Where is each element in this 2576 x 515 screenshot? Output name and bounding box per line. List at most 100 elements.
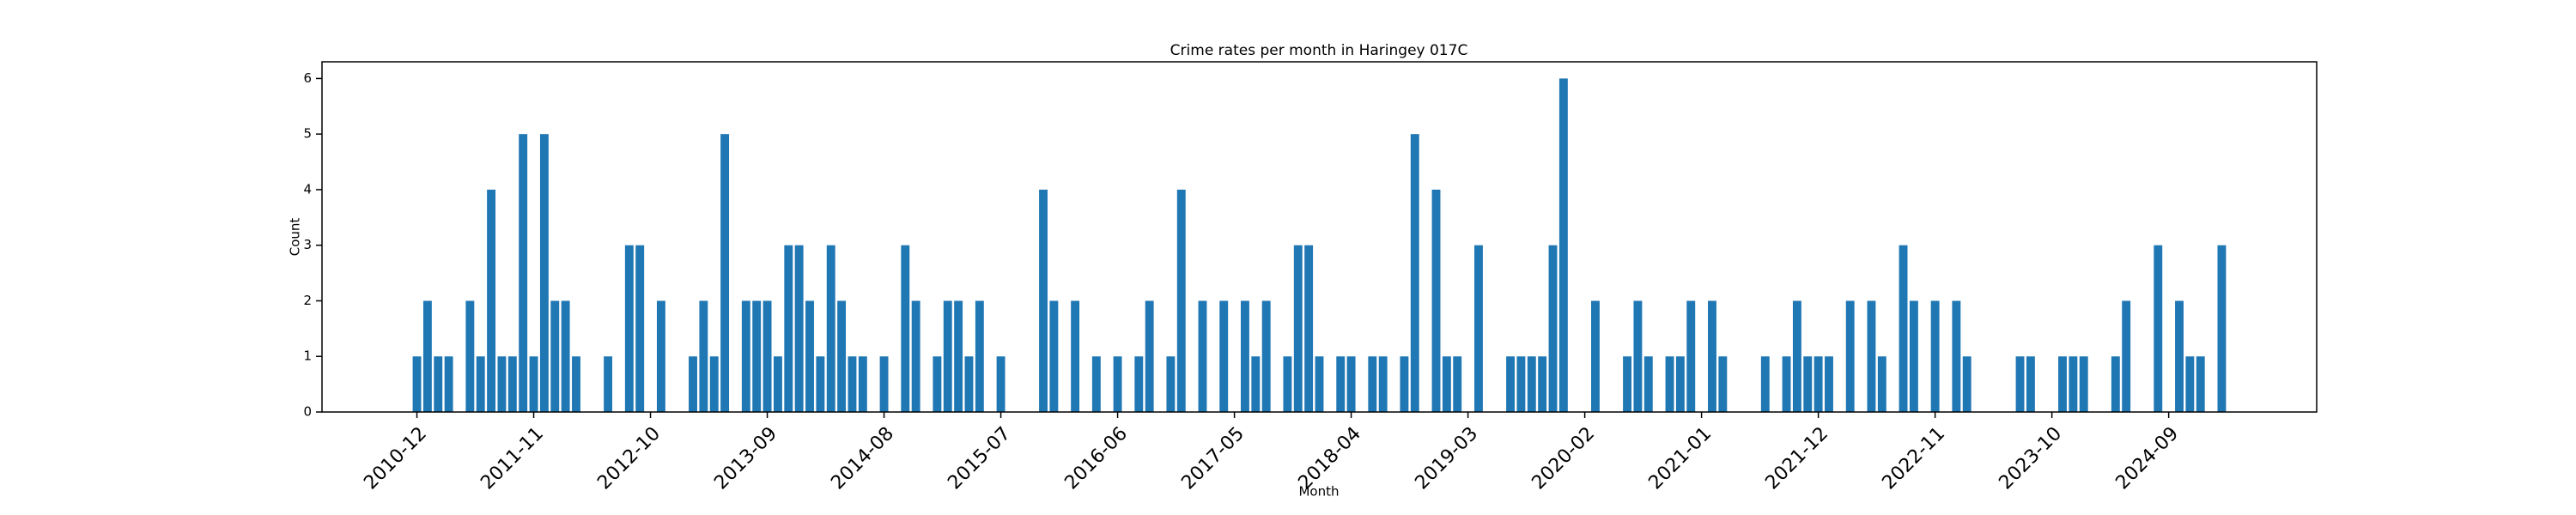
bar: [1113, 356, 1122, 412]
bar: [1686, 300, 1696, 412]
bar: [1516, 356, 1526, 412]
bar: [624, 245, 634, 412]
bar: [741, 300, 750, 412]
bar: [1803, 356, 1813, 412]
bar: [1591, 300, 1600, 412]
bar: [1760, 356, 1770, 412]
x-tick-label: 2013-09: [710, 423, 781, 494]
x-tick-label: 2021-01: [1644, 423, 1716, 494]
y-tick-label: 4: [303, 181, 312, 197]
bar: [1176, 189, 1186, 412]
y-tick-label: 1: [303, 348, 312, 364]
bar: [848, 356, 857, 412]
bar: [901, 245, 910, 412]
bar: [2079, 356, 2088, 412]
bar: [2175, 300, 2184, 412]
x-tick-label: 2020-02: [1528, 423, 1599, 494]
y-tick-label: 6: [303, 70, 312, 86]
bar: [1474, 245, 1483, 412]
bar: [1336, 356, 1346, 412]
bar: [2196, 356, 2205, 412]
y-axis-label: Count: [288, 218, 303, 257]
bar: [1538, 356, 1547, 412]
bar: [1877, 356, 1886, 412]
bar: [933, 356, 942, 412]
bar: [1845, 300, 1855, 412]
x-tick-label: 2024-09: [2111, 423, 2183, 494]
bar: [858, 356, 867, 412]
bar: [805, 300, 814, 412]
bar: [1134, 356, 1144, 412]
bar: [996, 356, 1005, 412]
bar: [1219, 300, 1229, 412]
bar: [1708, 300, 1716, 412]
bar: [964, 356, 974, 412]
bar: [1400, 356, 1409, 412]
bar: [487, 189, 496, 412]
bar: [1814, 356, 1823, 412]
bar: [1431, 189, 1441, 412]
bar: [773, 356, 782, 412]
x-tick-label: 2016-06: [1060, 423, 1132, 494]
bar: [1675, 356, 1685, 412]
bar: [1527, 356, 1536, 412]
bar: [412, 356, 422, 412]
bar: [943, 300, 952, 412]
bar: [816, 356, 825, 412]
bar: [2026, 356, 2035, 412]
bar: [709, 356, 719, 412]
bar: [1867, 300, 1876, 412]
bar: [752, 300, 762, 412]
bar: [561, 300, 570, 412]
x-tick-label: 2012-10: [593, 423, 665, 494]
y-tick-label: 0: [303, 404, 312, 420]
bar: [1548, 245, 1558, 412]
bar: [1665, 356, 1674, 412]
x-tick-label: 2015-07: [944, 423, 1015, 494]
bar: [1145, 300, 1154, 412]
bar: [1633, 300, 1643, 412]
bar: [1825, 356, 1833, 412]
bar: [1899, 245, 1908, 412]
bar: [2058, 356, 2067, 412]
bar: [1293, 245, 1303, 412]
bar: [1251, 356, 1261, 412]
plot-frame: [321, 61, 2318, 413]
x-tick-label: 2022-11: [1878, 423, 1949, 494]
bar: [1368, 356, 1377, 412]
bar: [794, 245, 804, 412]
bar: [784, 245, 793, 412]
bar: [1039, 189, 1048, 412]
bar: [1962, 356, 1971, 412]
bar: [1283, 356, 1292, 412]
bar: [539, 134, 549, 412]
y-tick-label: 2: [303, 293, 312, 308]
x-tick-label: 2023-10: [1995, 423, 2066, 494]
bar: [1718, 356, 1728, 412]
bar: [1091, 356, 1101, 412]
bar: [1315, 356, 1324, 412]
bar: [519, 134, 528, 412]
bar: [826, 245, 835, 412]
x-axis-label: Month: [1298, 484, 1339, 500]
bar: [2122, 300, 2131, 412]
bar: [1782, 356, 1791, 412]
bar: [1410, 134, 1419, 412]
bar: [476, 356, 485, 412]
x-tick-label: 2010-12: [360, 423, 431, 494]
x-tick-label: 2017-05: [1177, 423, 1249, 494]
bar: [1346, 356, 1356, 412]
bar: [1241, 300, 1249, 412]
bar: [1643, 356, 1653, 412]
x-tick-label: 2021-12: [1761, 423, 1832, 494]
bar: [444, 356, 453, 412]
bar: [1304, 245, 1314, 412]
y-tick-label: 3: [303, 237, 312, 252]
bar: [2217, 245, 2227, 412]
bar: [1558, 78, 1568, 412]
bar: [762, 300, 772, 412]
bar: [1952, 300, 1961, 412]
bar: [604, 356, 613, 412]
bar: [699, 300, 708, 412]
